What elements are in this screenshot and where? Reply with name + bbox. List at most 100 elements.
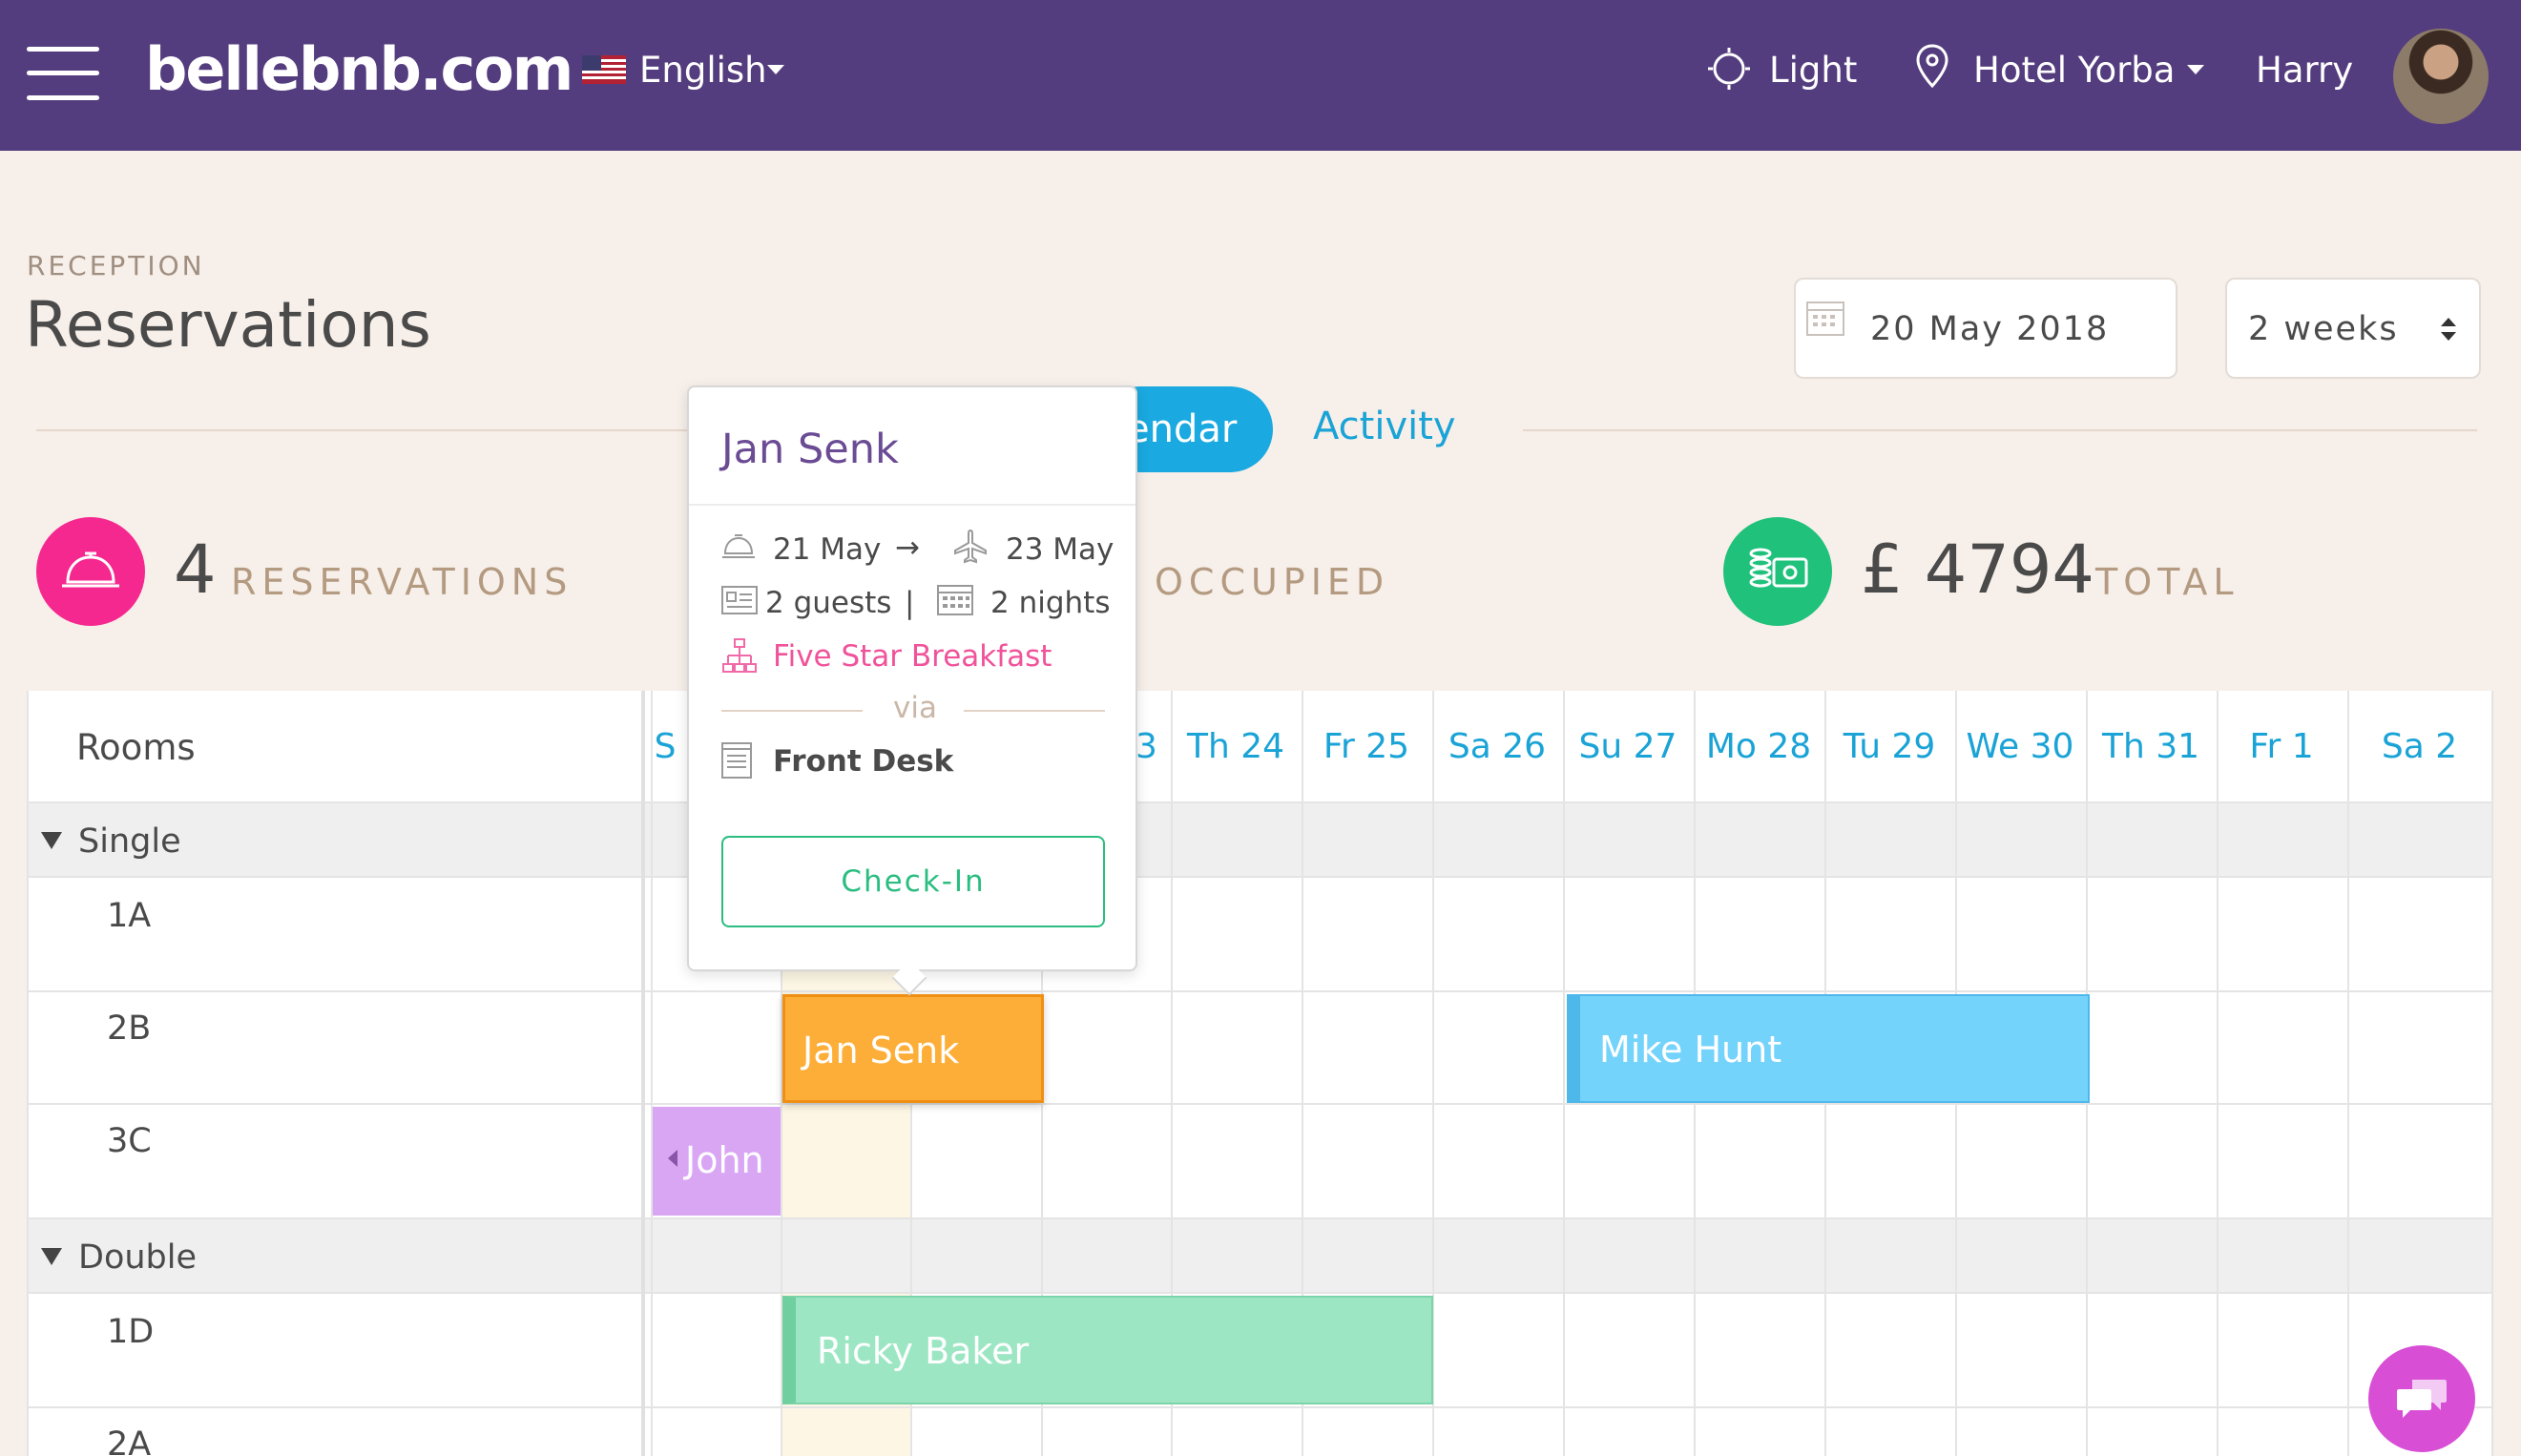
divider <box>1523 429 2477 431</box>
chevron-down-icon <box>2187 65 2204 74</box>
row-line <box>27 990 2493 992</box>
day-header[interactable]: Sa 26 <box>1448 727 1547 766</box>
menu-icon[interactable] <box>27 47 99 100</box>
day-header[interactable]: 3 <box>1135 727 1157 766</box>
reservations-label: RESERVATIONS <box>231 561 573 603</box>
reception-bell-icon <box>722 534 755 558</box>
guest-count: 2 guests <box>765 586 892 620</box>
reservations-count: 4 <box>174 530 217 609</box>
popover-divider <box>689 504 1135 506</box>
calendar-icon <box>1806 302 1844 336</box>
reception-bell-icon <box>62 551 119 588</box>
column-line <box>1171 691 1173 1456</box>
popover-guest-name: Jan Senk <box>721 426 899 473</box>
column-line <box>651 691 653 1456</box>
row-line <box>27 876 2493 878</box>
room-label: 2B <box>107 1009 152 1048</box>
row-line <box>27 1292 2493 1294</box>
day-header[interactable]: Tu 29 <box>1843 727 1936 766</box>
range-select[interactable]: 2 weeks <box>2225 278 2481 379</box>
booking-source: Front Desk <box>773 744 954 779</box>
via-label: via <box>893 691 937 725</box>
document-icon <box>721 742 752 779</box>
total-stat-icon-bg <box>1723 517 1832 626</box>
date-value: 20 May 2018 <box>1870 310 2110 348</box>
chat-bubbles-icon <box>2397 1380 2447 1418</box>
sun-icon <box>1708 48 1750 90</box>
tab-calendar-label: endar <box>1126 407 1238 451</box>
top-bar: bellebnb.com English Light Hotel Yorba H… <box>0 0 2521 151</box>
booking-ricky-baker[interactable]: Ricky Baker <box>782 1296 1433 1404</box>
app-logo[interactable]: bellebnb.com <box>145 34 573 104</box>
theme-label: Light <box>1769 50 1858 91</box>
arrow-right-icon: → <box>895 530 920 565</box>
reservation-popover: Jan Senk 21 May → 23 May 2 guests | 2 ni… <box>687 385 1137 996</box>
chat-button[interactable] <box>2368 1345 2475 1452</box>
group-label: Double <box>78 1238 198 1277</box>
via-divider <box>964 710 1105 712</box>
location-pin-icon <box>1916 44 1948 88</box>
day-header[interactable]: Su 27 <box>1578 727 1677 766</box>
check-in-button[interactable]: Check-In <box>721 836 1105 927</box>
day-header[interactable]: Sa 2 <box>2381 727 2458 766</box>
booking-john[interactable]: John <box>653 1107 781 1216</box>
column-line <box>1563 691 1565 1456</box>
day-header[interactable]: Fr 25 <box>1323 727 1410 766</box>
group-row-double <box>27 1219 2493 1292</box>
column-line <box>781 691 782 1456</box>
caret-left-icon <box>668 1150 677 1167</box>
calendar-icon <box>937 585 973 615</box>
row-line <box>27 801 2493 803</box>
select-arrows-icon <box>2441 318 2456 341</box>
column-line <box>1302 691 1303 1456</box>
checkin-date: 21 May <box>773 532 882 567</box>
booking-jan-senk[interactable]: Jan Senk <box>782 994 1044 1103</box>
triangle-down-icon <box>41 1248 62 1265</box>
reservation-calendar: Rooms S 3 Th 24 Fr 25 Sa 26 Su 27 Mo 28 … <box>27 691 2493 1456</box>
night-count: 2 nights <box>990 586 1111 620</box>
airplane-icon <box>954 529 987 564</box>
date-picker[interactable]: 20 May 2018 <box>1794 278 2177 379</box>
room-label: 1A <box>107 897 152 935</box>
us-flag-icon <box>582 55 626 84</box>
chevron-down-icon <box>767 65 784 74</box>
row-line <box>27 1103 2493 1105</box>
page-title: Reservations <box>25 288 431 362</box>
tab-activity[interactable]: Activity <box>1313 405 1456 448</box>
language-label: English <box>639 50 767 91</box>
section-label: RECEPTION <box>27 250 205 281</box>
group-label: Single <box>78 822 181 861</box>
column-line <box>641 691 645 1456</box>
day-header[interactable]: We 30 <box>1966 727 2074 766</box>
via-divider <box>721 710 863 712</box>
group-row-single <box>27 803 2493 876</box>
money-icon <box>1749 548 1808 588</box>
range-value: 2 weeks <box>2248 310 2399 348</box>
column-line <box>2347 691 2349 1456</box>
package-name: Five Star Breakfast <box>773 639 1052 674</box>
separator: | <box>905 586 915 620</box>
column-line <box>2217 691 2219 1456</box>
room-label: 3C <box>107 1122 152 1160</box>
day-header[interactable]: Mo 28 <box>1705 727 1812 766</box>
row-line <box>27 1406 2493 1408</box>
occupied-label: OCCUPIED <box>1155 561 1390 603</box>
column-line <box>27 691 29 1456</box>
hotel-label: Hotel Yorba <box>1973 50 2176 91</box>
avatar[interactable] <box>2393 29 2489 124</box>
user-name[interactable]: Harry <box>2256 50 2354 91</box>
total-amount: £ 4794 <box>1861 530 2094 609</box>
reservations-stat-icon-bg <box>36 517 145 626</box>
total-label: TOTAL <box>2095 561 2240 603</box>
column-line <box>2491 691 2493 1456</box>
day-header[interactable]: S <box>654 727 677 766</box>
rooms-header: Rooms <box>76 727 196 768</box>
row-line <box>27 1217 2493 1219</box>
day-header[interactable]: Th 24 <box>1186 727 1285 766</box>
day-header[interactable]: Th 31 <box>2101 727 2200 766</box>
triangle-down-icon <box>41 832 62 849</box>
booking-mike-hunt[interactable]: Mike Hunt <box>1567 994 2090 1103</box>
day-header[interactable]: Fr 1 <box>2249 727 2314 766</box>
hierarchy-icon <box>722 638 757 673</box>
check-in-button-label: Check-In <box>841 864 986 899</box>
